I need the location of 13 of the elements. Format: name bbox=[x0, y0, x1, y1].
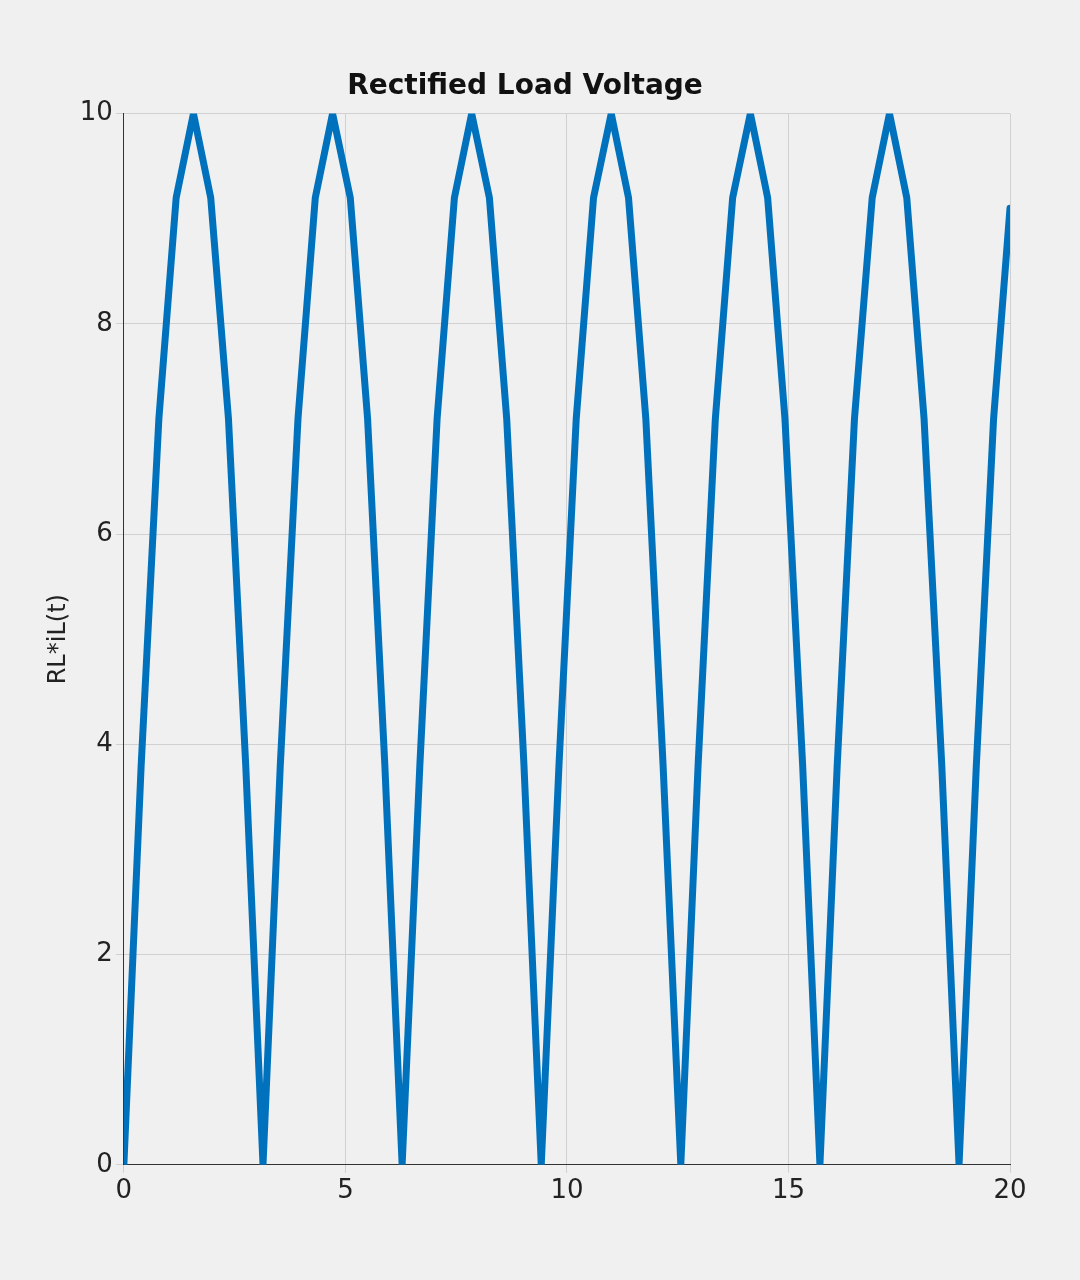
y-tick-label: 0 bbox=[96, 1147, 113, 1178]
y-tick-label: 6 bbox=[96, 516, 113, 547]
y-tick-label: 4 bbox=[96, 727, 113, 758]
x-tick-label: 15 bbox=[771, 1174, 806, 1205]
x-tick-label: 5 bbox=[337, 1174, 354, 1205]
x-tick-label: 20 bbox=[993, 1174, 1027, 1205]
x-tick-label: 0 bbox=[115, 1174, 133, 1205]
y-axis-title: RL*iL(t) bbox=[42, 594, 71, 685]
x-tick-label: 10 bbox=[550, 1174, 584, 1205]
y-tick-label: 10 bbox=[79, 96, 113, 127]
y-tick-label: 8 bbox=[96, 306, 113, 337]
y-tick-label: 2 bbox=[96, 937, 113, 968]
chart-title: Rectified Load Voltage bbox=[347, 68, 703, 102]
